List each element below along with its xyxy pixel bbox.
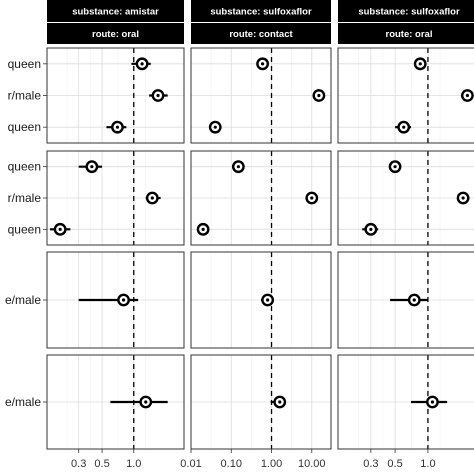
panel-2-2 — [337, 251, 474, 349]
strip-bg-1-1 — [191, 23, 331, 44]
point-estimate-center — [260, 62, 265, 66]
point-estimate-center — [115, 125, 120, 129]
panel-0-1 — [190, 47, 332, 144]
point-estimate-center — [236, 165, 240, 169]
x-tick-label: 0.3 — [363, 458, 378, 470]
x-tick-label: 10.00 — [298, 458, 326, 470]
y-axis-labels: queen r/male queen queen r/male queen e/male e/… — [5, 57, 47, 409]
point-estimate-center — [317, 93, 321, 98]
strip-bg-0-1 — [47, 23, 184, 44]
panel-1-0 — [46, 150, 185, 246]
point-estimate-center — [144, 400, 148, 404]
x-tick-label: 0.10 — [221, 458, 242, 470]
point-estimate-center — [213, 125, 217, 129]
y-tick-label: e/male — [5, 395, 41, 409]
strip-bg-2-0 — [338, 0, 474, 22]
point-estimate-center — [461, 196, 465, 200]
panel-frame — [337, 150, 474, 246]
panel-1-1 — [190, 150, 332, 246]
x-tick-label: 1.0 — [420, 458, 435, 470]
panel-0-0 — [46, 47, 185, 144]
panel-frame — [190, 47, 332, 144]
point-estimate-center — [58, 227, 62, 231]
x-axis-labels: 0.3 0.5 1.0 0.01 0.10 1.00 10.00 0.3 0.5 1.0 — [71, 449, 436, 470]
x-tick-label: 0.3 — [71, 458, 86, 470]
point-estimate-center — [418, 62, 422, 66]
panel-frame — [337, 251, 474, 349]
strip-label: route: contact — [229, 29, 293, 40]
point-estimate-center — [310, 196, 314, 200]
point-estimate-center — [465, 93, 470, 98]
panel-2-0 — [46, 251, 185, 349]
point-estimate-center — [150, 196, 154, 200]
point-estimate-center — [278, 400, 282, 404]
strip-bg-1-0 — [191, 0, 331, 22]
facet-strips: substance: amistar route: oral substance: … — [47, 0, 474, 44]
x-tick-label: 1.0 — [126, 458, 141, 470]
panel-frame — [190, 150, 332, 246]
point-estimate-center — [369, 227, 373, 231]
point-estimate-center — [140, 62, 144, 66]
strip-label: route: oral — [92, 29, 139, 40]
panel-3-2 — [337, 354, 474, 450]
y-tick-label: r/male — [8, 89, 42, 103]
panel-2-1 — [190, 251, 332, 349]
panel-3-0 — [46, 354, 185, 450]
point-estimate-center — [393, 165, 397, 169]
strip-label: route: oral — [386, 29, 433, 40]
point-estimate-center — [90, 165, 94, 169]
point-estimate-center — [156, 93, 160, 98]
x-tick-label: 0.5 — [387, 458, 402, 470]
panel-frame — [190, 354, 332, 450]
point-estimate-center — [266, 298, 270, 302]
y-tick-label: queen — [8, 57, 41, 71]
strip-bg-2-1 — [338, 23, 474, 44]
panel-3-1 — [190, 354, 332, 450]
panel-1-2 — [337, 150, 474, 246]
strip-label: substance: amistar — [72, 7, 159, 18]
y-tick-label: queen — [8, 222, 41, 236]
point-estimate-center — [402, 125, 406, 129]
point-estimate-center — [201, 227, 205, 231]
y-tick-label: queen — [8, 160, 41, 174]
x-tick-label: 1.00 — [261, 458, 282, 470]
y-tick-label: r/male — [8, 191, 42, 205]
y-tick-label: queen — [8, 120, 41, 134]
strip-label: substance: sulfoxaflor — [210, 7, 312, 18]
strip-label: substance: sulfoxaflor — [358, 7, 460, 18]
x-tick-label: 0.01 — [180, 458, 201, 470]
panel-0-2 — [337, 47, 474, 144]
panel-frame — [190, 251, 332, 349]
point-estimate-center — [430, 400, 435, 404]
point-estimate-center — [412, 298, 416, 302]
x-tick-label: 0.5 — [94, 458, 109, 470]
point-estimate-center — [121, 298, 126, 302]
panel-frame — [337, 47, 474, 144]
panel-frame — [337, 354, 474, 450]
y-tick-label: e/male — [5, 293, 41, 307]
facet-panels — [46, 47, 474, 450]
strip-bg-0-0 — [47, 0, 184, 22]
